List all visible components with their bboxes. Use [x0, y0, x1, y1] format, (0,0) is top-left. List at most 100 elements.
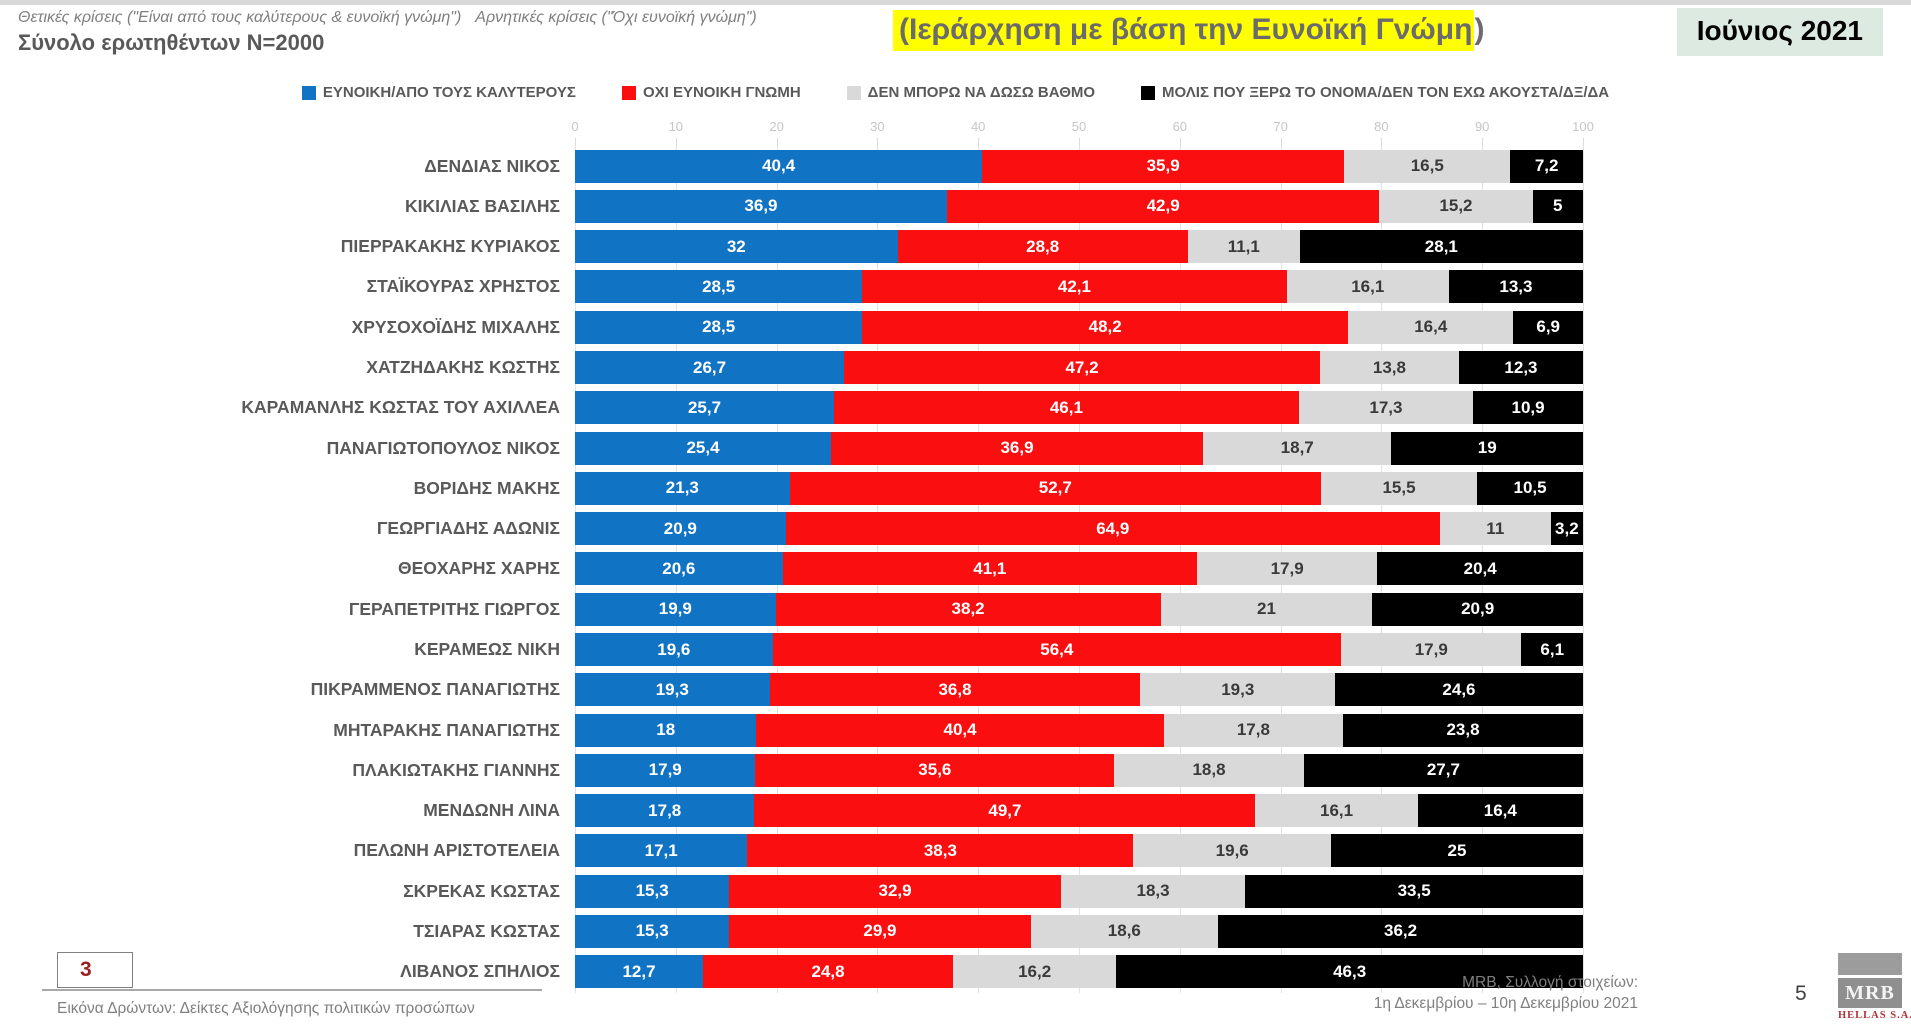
segment-value-label: 38,2 — [951, 599, 985, 619]
positive-ratings-note: Θετικές κρίσεις ("Είναι από τους καλύτερ… — [18, 9, 462, 26]
bar-segment-2: 17,9 — [1196, 552, 1378, 586]
plot-area: ΔΕΝΔΙΑΣ ΝΙΚΟΣ 40,4 35,9 16,5 7,2 ΚΙΚΙΛΙΑΣ ΒΑΣ… — [241, 145, 1584, 993]
segment-value-label: 15,2 — [1439, 196, 1473, 216]
bar-row: ΛΙΒΑΝΟΣ ΣΠΗΛΙΟΣ 12,7 24,8 16,2 46,3 — [0, 952, 1583, 992]
segment-value-label: 24,8 — [811, 961, 845, 981]
segment-value-label: 6,9 — [1536, 317, 1560, 337]
segment-value-label: 15,3 — [635, 881, 669, 901]
legend-swatch-icon — [1141, 85, 1156, 100]
x-tick-label: 30 — [870, 119, 885, 134]
politician-name: ΧΑΤΖΗΔΑΚΗΣ ΚΩΣΤΗΣ — [366, 357, 560, 378]
bar-segment-3: 36,2 — [1218, 914, 1583, 948]
bar-row: ΠΙΚΡΑΜΜΕΝΟΣ ΠΑΝΑΓΙΩΤΗΣ 19,3 36,8 19,3 24,6 — [0, 670, 1583, 710]
bar-segment-2: 16,1 — [1255, 794, 1418, 828]
x-tick-mark — [1079, 138, 1080, 145]
stacked-bar: 40,4 35,9 16,5 7,2 — [575, 149, 1583, 183]
segment-value-label: 19,6 — [657, 639, 691, 659]
gridline — [1583, 145, 1584, 993]
bar-segment-1: 49,7 — [754, 794, 1256, 828]
legend-swatch-icon — [846, 85, 861, 100]
segment-value-label: 11 — [1486, 518, 1505, 538]
bar-segment-0: 21,3 — [575, 471, 790, 505]
slide-number-box: 3 — [57, 952, 133, 988]
segment-value-label: 36,2 — [1383, 921, 1418, 941]
bar-segment-3: 12,3 — [1458, 351, 1583, 385]
bar-segment-2: 11 — [1439, 512, 1551, 546]
bar-segment-1: 28,8 — [897, 230, 1188, 264]
segment-value-label: 16,2 — [1018, 961, 1052, 981]
segment-value-label: 13,3 — [1499, 276, 1533, 296]
x-tick-mark — [1179, 138, 1181, 145]
mrb-logo-subtext: HELLAS S.A. — [1838, 1010, 1911, 1021]
stacked-bar: 28,5 48,2 16,4 6,9 — [575, 310, 1583, 344]
x-tick-label: 40 — [970, 119, 986, 134]
bar-segment-1: 56,4 — [772, 633, 1342, 667]
bar-segment-0: 15,3 — [575, 874, 730, 908]
bar-row: ΤΣΙΑΡΑΣ ΚΩΣΤΑΣ 15,3 29,9 18,6 36,2 — [0, 911, 1583, 951]
bar-segment-1: 40,4 — [756, 713, 1164, 747]
bar-segment-1: 35,6 — [755, 753, 1115, 787]
bar-segment-2: 19,3 — [1140, 673, 1335, 707]
politician-name: ΔΕΝΔΙΑΣ ΝΙΚΟΣ — [424, 155, 560, 176]
stacked-bar: 17,8 49,7 16,1 16,4 — [575, 794, 1583, 828]
segment-value-label: 38,3 — [923, 840, 957, 860]
x-tick-label: 90 — [1474, 119, 1490, 134]
politician-name: ΜΗΤΑΡΑΚΗΣ ΠΑΝΑΓΙΩΤΗΣ — [333, 719, 560, 740]
segment-value-label: 15,5 — [1382, 478, 1416, 498]
bar-segment-0: 19,3 — [575, 673, 770, 707]
bar-segment-3: 23,8 — [1343, 713, 1583, 747]
bar-row: ΘΕΟΧΑΡΗΣ ΧΑΡΗΣ 20,6 41,1 17,9 20,4 — [0, 549, 1583, 589]
bar-segment-1: 36,8 — [769, 673, 1141, 707]
bar-segment-3: 20,9 — [1372, 592, 1583, 626]
mrb-logo: MRB HELLAS S.A. — [1838, 953, 1911, 1021]
x-tick-mark — [1381, 138, 1383, 145]
segment-value-label: 21 — [1257, 599, 1276, 619]
segment-value-label: 6,1 — [1540, 639, 1565, 659]
politician-name: ΠΛΑΚΙΩΤΑΚΗΣ ΓΙΑΝΝΗΣ — [352, 759, 560, 780]
bar-segment-2: 16,2 — [952, 955, 1117, 989]
bar-row: ΣΤΑΪΚΟΥΡΑΣ ΧΡΗΣΤΟΣ 28,5 42,1 16,1 13,3 — [0, 267, 1583, 307]
segment-value-label: 20,4 — [1463, 558, 1497, 578]
bar-segment-3: 16,4 — [1417, 794, 1583, 828]
segment-value-label: 35,9 — [1146, 156, 1180, 176]
legend-label: ΔΕΝ ΜΠΟΡΩ ΝΑ ΔΩΣΩ ΒΑΘΜΟ — [867, 84, 1096, 101]
segment-value-label: 27,7 — [1426, 760, 1460, 780]
legend-label: ΜΟΛΙΣ ΠΟΥ ΞΕΡΩ ΤΟ ΟΝΟΜΑ/ΔΕΝ ΤΟΝ ΕΧΩ ΑΚΟΥ… — [1162, 84, 1610, 101]
x-tick-label: 10 — [668, 119, 684, 134]
politician-name: ΚΕΡΑΜΕΩΣ ΝΙΚΗ — [414, 639, 560, 660]
bar-segment-3: 5 — [1532, 189, 1583, 223]
bar-segment-2: 11,1 — [1187, 230, 1300, 264]
bar-segment-0: 25,4 — [575, 431, 832, 465]
stacked-bar: 25,4 36,9 18,7 19 — [575, 431, 1583, 465]
mrb-logo-bar — [1838, 953, 1902, 975]
x-tick-mark — [776, 138, 778, 145]
segment-value-label: 25,4 — [686, 438, 720, 458]
segment-value-label: 52,7 — [1038, 478, 1072, 498]
x-tick-mark — [575, 138, 576, 145]
segment-value-label: 49,7 — [988, 800, 1022, 820]
slide-top-strip — [0, 0, 1911, 5]
segment-value-label: 36,8 — [938, 679, 972, 699]
bar-row: ΜΕΝΔΩΝΗ ΛΙΝΑ 17,8 49,7 16,1 16,4 — [0, 791, 1583, 831]
footer-divider — [42, 989, 542, 991]
segment-value-label: 12,3 — [1504, 357, 1538, 377]
segment-value-label: 3,2 — [1555, 518, 1579, 538]
segment-value-label: 19,3 — [655, 679, 689, 699]
segment-value-label: 24,6 — [1442, 679, 1476, 699]
bar-segment-0: 17,1 — [575, 834, 748, 868]
politician-name: ΜΕΝΔΩΝΗ ΛΙΝΑ — [423, 800, 560, 821]
segment-value-label: 35,6 — [918, 760, 952, 780]
bar-segment-3: 28,1 — [1299, 230, 1583, 264]
x-tick-label: 50 — [1071, 119, 1087, 134]
segment-value-label: 25,7 — [687, 397, 722, 417]
bar-segment-0: 40,4 — [575, 149, 983, 183]
bar-segment-0: 12,7 — [575, 955, 704, 989]
bar-segment-3: 33,5 — [1245, 874, 1583, 908]
bar-segment-2: 17,8 — [1163, 713, 1344, 747]
stacked-bar: 21,3 52,7 15,5 10,5 — [575, 471, 1583, 505]
bar-row: ΓΕΩΡΓΙΑΔΗΣ ΑΔΩΝΙΣ 20,9 64,9 11 3,2 — [0, 509, 1583, 549]
bar-segment-0: 28,5 — [575, 310, 863, 344]
bar-segment-3: 3,2 — [1550, 512, 1583, 546]
segment-value-label: 16,4 — [1414, 317, 1448, 337]
segment-value-label: 47,2 — [1065, 357, 1099, 377]
